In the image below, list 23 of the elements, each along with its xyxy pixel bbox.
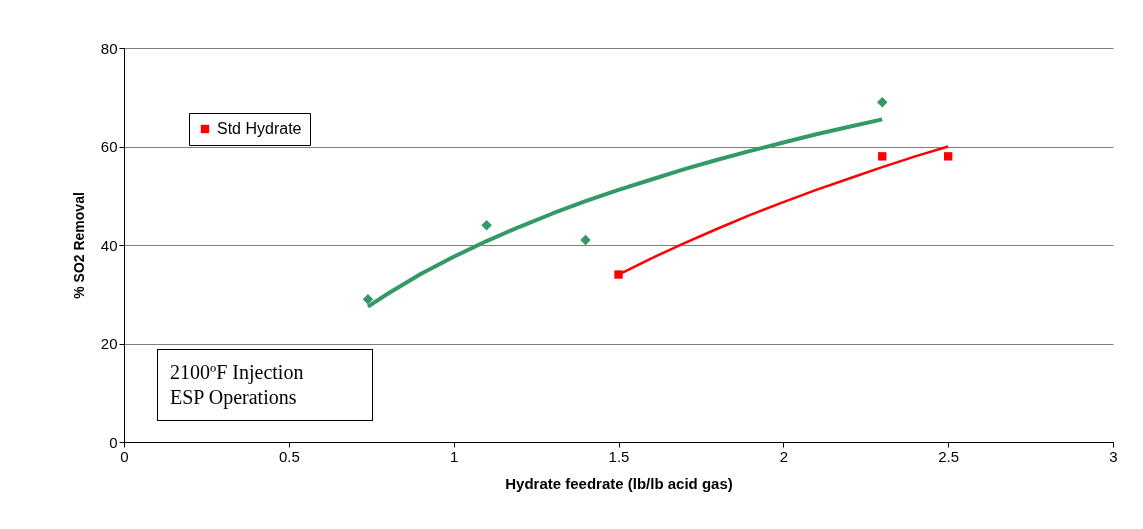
y-tick-label: 20 (100, 335, 118, 352)
y-tick-label: 80 (100, 39, 118, 57)
y-tick-label: 60 (100, 138, 118, 155)
x-tick-label: 1.5 (608, 447, 630, 465)
x-axis-title: Hydrate feedrate (lb/lb acid gas) (505, 474, 733, 492)
point (614, 270, 623, 279)
x-tick-label: 1 (449, 447, 459, 465)
point (362, 293, 374, 305)
y-tick-label: 0 (109, 433, 118, 451)
point (876, 96, 888, 108)
y-axis-title: % SO2 Removal (70, 192, 87, 299)
point (943, 152, 953, 161)
x-tick-label: 0 (120, 447, 129, 465)
legend-label: Std Hydrate (217, 120, 302, 137)
point (580, 234, 591, 246)
x-tick-label: 0.5 (278, 447, 300, 465)
x-tick-label: 3 (1109, 447, 1118, 465)
x-tick-label: 2 (779, 447, 789, 465)
note-box: 2100ºF Injection ESP Operations (157, 349, 373, 421)
point (878, 152, 887, 161)
point (481, 220, 492, 231)
y-tick-label: 40 (100, 236, 118, 254)
x-tick-label: 2.5 (938, 447, 960, 465)
